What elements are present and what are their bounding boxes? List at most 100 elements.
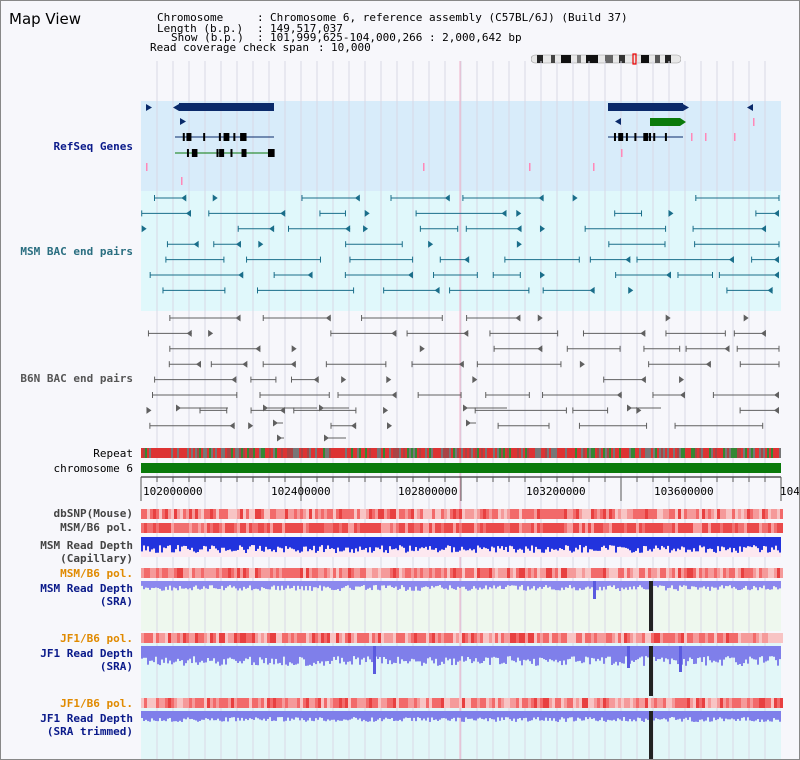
depth-bar	[669, 711, 671, 718]
depth-bar	[507, 581, 509, 586]
heat-cell	[672, 633, 675, 643]
heat-cell	[642, 509, 645, 519]
depth-bar	[547, 646, 549, 662]
depth-bar	[405, 537, 407, 553]
heat-cell	[369, 509, 372, 519]
heat-cell	[756, 509, 759, 519]
repeat-segment	[161, 448, 163, 458]
heat-cell	[156, 509, 159, 519]
track-label-chromosome[interactable]: chromosome 6	[53, 462, 133, 475]
chromosome-ideogram[interactable]	[531, 53, 681, 65]
track-label-msm-depth-cap[interactable]: MSM Read Depth	[40, 539, 133, 552]
heat-cell	[147, 698, 150, 708]
depth-bar	[395, 537, 397, 549]
depth-bar	[723, 537, 725, 548]
heat-cell	[663, 633, 666, 643]
repeat-segment	[151, 448, 153, 458]
gene-exon	[613, 133, 616, 141]
heat-cell	[408, 698, 411, 708]
depth-bar	[473, 581, 475, 587]
depth-bar	[189, 711, 191, 720]
depth-bar	[303, 646, 305, 660]
track-label-msm-bac[interactable]: MSM BAC end pairs	[20, 245, 133, 258]
depth-bar	[393, 711, 395, 722]
repeat-segment	[629, 448, 631, 458]
depth-bar	[683, 646, 685, 659]
track-label-refseq[interactable]: RefSeq Genes	[53, 140, 133, 153]
depth-bar	[615, 646, 617, 662]
depth-bar	[403, 711, 405, 719]
heat-cell	[594, 509, 597, 519]
heat-cell	[573, 698, 576, 708]
depth-bar	[421, 711, 423, 721]
depth-bar	[387, 581, 389, 586]
repeat-segment	[181, 448, 183, 458]
depth-bar	[665, 711, 667, 720]
repeat-segment	[221, 448, 223, 458]
depth-bar	[495, 537, 497, 553]
heat-cell	[360, 633, 363, 643]
heat-cell	[216, 698, 219, 708]
b6n-bac-arrow	[263, 404, 268, 412]
track-label-repeat[interactable]: Repeat	[93, 447, 133, 460]
depth-bar	[485, 646, 487, 658]
depth-bar	[333, 581, 335, 591]
heat-cell	[348, 523, 351, 533]
repeat-segment	[483, 448, 485, 458]
track-label-jf1-depth[interactable]: JF1 Read Depth	[40, 647, 133, 660]
depth-bar	[309, 537, 311, 550]
track-label-msm-depth-sra[interactable]: MSM Read Depth	[40, 582, 133, 595]
heat-cell	[498, 523, 501, 533]
heat-cell	[690, 523, 693, 533]
heat-cell	[780, 698, 783, 708]
depth-bar	[307, 537, 309, 552]
depth-bar	[515, 646, 517, 663]
depth-bar	[335, 581, 337, 590]
track-label-dbsnp[interactable]: dbSNP(Mouse)	[53, 507, 133, 520]
track-label-msm-b6-pol[interactable]: MSM/B6 pol.	[60, 521, 133, 534]
heat-cell	[576, 568, 579, 578]
depth-bar	[269, 711, 271, 718]
repeat-segment	[369, 448, 371, 458]
depth-bar	[529, 646, 531, 662]
heat-cell	[570, 568, 573, 578]
track-label-msm-b6-pol-2[interactable]: MSM/B6 pol.	[60, 567, 133, 580]
heat-cell	[339, 523, 342, 533]
heat-cell	[240, 698, 243, 708]
heat-cell	[234, 509, 237, 519]
repeat-segment	[641, 448, 643, 458]
heat-cell	[201, 698, 204, 708]
depth-bar	[491, 646, 493, 658]
heat-cell	[327, 568, 330, 578]
depth-bar	[229, 537, 231, 550]
heat-cell	[456, 523, 459, 533]
depth-bar	[681, 581, 683, 587]
heat-cell	[564, 698, 567, 708]
repeat-segment	[757, 448, 759, 458]
depth-bar	[633, 581, 635, 587]
repeat-segment	[429, 448, 431, 458]
depth-bar	[695, 537, 697, 552]
depth-bar	[177, 646, 179, 659]
heat-cell	[651, 698, 654, 708]
track-label-jf1-pol[interactable]: JF1/B6 pol.	[60, 632, 133, 645]
track-label-jf1-trim[interactable]: JF1 Read Depth	[40, 712, 133, 725]
depth-bar	[477, 537, 479, 546]
track-label-jf1-pol-2[interactable]: JF1/B6 pol.	[60, 697, 133, 710]
depth-bar	[423, 537, 425, 549]
depth-bar	[345, 646, 347, 665]
depth-bar	[255, 711, 257, 718]
msm-bac-arrow	[539, 271, 545, 279]
heat-cell	[435, 568, 438, 578]
heat-cell	[252, 523, 255, 533]
depth-bar	[771, 581, 773, 590]
repeat-segment	[277, 448, 279, 458]
depth-bar	[169, 537, 171, 546]
heat-cell	[603, 509, 606, 519]
depth-bar	[501, 646, 503, 664]
repeat-segment	[565, 448, 567, 458]
heat-cell	[777, 698, 780, 708]
track-label-b6n-bac[interactable]: B6N BAC end pairs	[20, 372, 133, 385]
depth-bar	[401, 711, 403, 722]
